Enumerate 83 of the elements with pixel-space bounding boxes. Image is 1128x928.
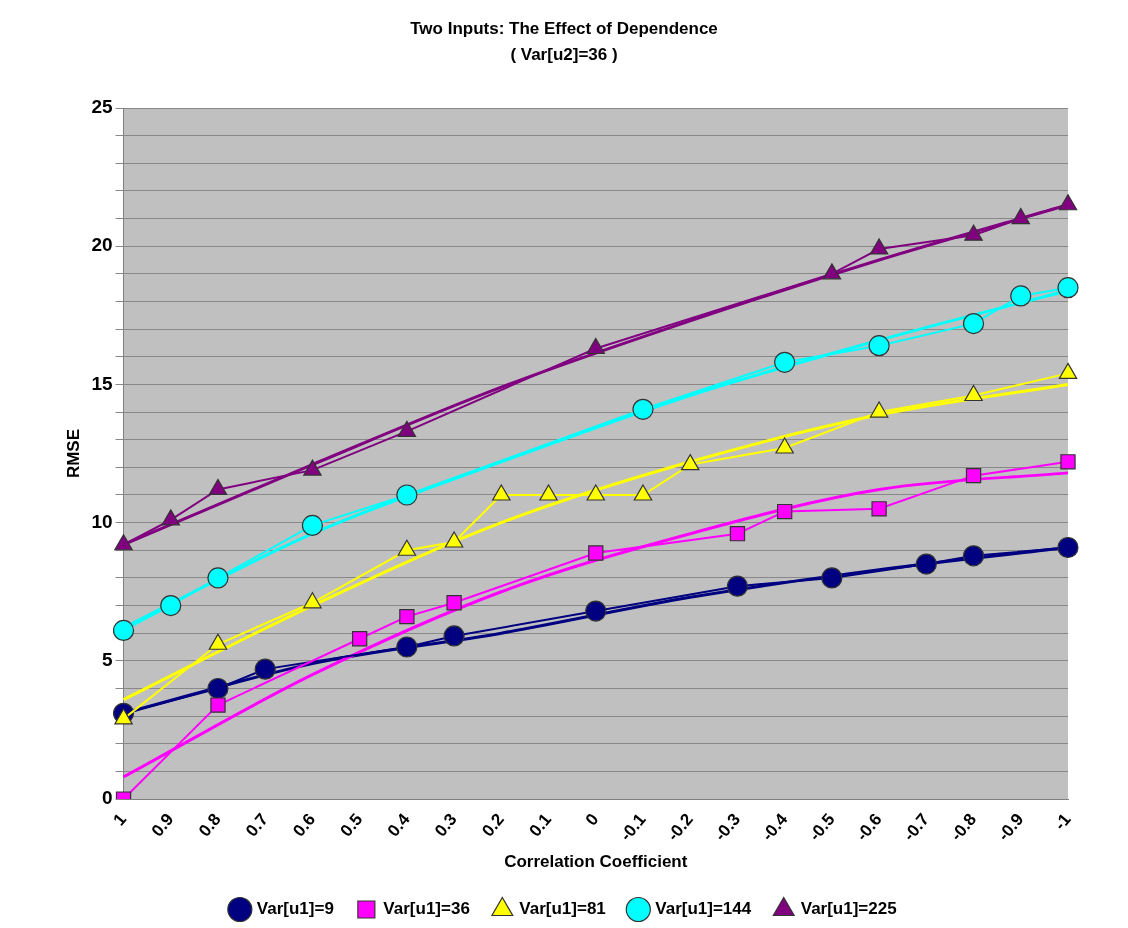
y-tick-label: 10	[91, 510, 113, 532]
x-tick-label: -0.3	[710, 809, 745, 845]
y-tick-label: 25	[91, 96, 113, 118]
x-tick-label: 0.4	[383, 809, 414, 841]
point	[964, 384, 983, 402]
point	[112, 619, 135, 642]
point	[399, 608, 415, 625]
point	[396, 636, 418, 658]
y-tick-label: 20	[91, 234, 113, 256]
point	[1058, 362, 1078, 379]
point	[726, 575, 749, 597]
chart-title: Two Inputs: The Effect of Dependence	[409, 18, 719, 40]
point	[962, 545, 985, 567]
point	[161, 509, 181, 526]
point	[160, 594, 182, 617]
point	[446, 595, 462, 611]
x-tick-label: -0.4	[757, 809, 792, 845]
point	[964, 224, 983, 241]
y-tick-label: 0	[101, 787, 113, 809]
x-tick-label: 0.3	[431, 809, 461, 841]
point	[444, 531, 464, 548]
point	[965, 467, 982, 484]
point	[1011, 207, 1031, 225]
point	[207, 567, 229, 589]
point	[869, 238, 889, 255]
point	[492, 484, 511, 501]
point	[397, 539, 417, 556]
point	[396, 484, 418, 506]
point	[822, 263, 842, 280]
point	[207, 677, 229, 700]
point	[776, 503, 793, 520]
point	[633, 484, 653, 501]
chart-subtitle: ( Var[u2]=36 )	[509, 44, 619, 66]
point	[915, 553, 937, 575]
x-tick-label: 1	[109, 809, 131, 830]
point	[869, 401, 889, 418]
point	[632, 398, 654, 420]
legend-label: Var[u1]=144	[655, 899, 752, 919]
point	[351, 631, 368, 647]
point	[586, 484, 606, 501]
legend-label: Var[u1]=36	[383, 899, 470, 919]
point	[397, 420, 417, 438]
x-tick-label: -1	[1050, 809, 1075, 834]
x-tick-label: 0.1	[525, 809, 556, 841]
x-tick-label: 0.5	[336, 809, 367, 841]
point	[443, 625, 465, 647]
y-axis-title: RMSE	[63, 428, 83, 479]
point	[775, 437, 794, 454]
point	[585, 600, 607, 622]
legend-label: Var[u1]=225	[800, 899, 897, 919]
x-tick-label: 0.6	[289, 809, 320, 841]
x-axis-title: Correlation Coefficient	[504, 852, 688, 872]
x-tick-label: 0.9	[147, 809, 178, 841]
point	[729, 526, 746, 542]
x-tick-label: -0.8	[946, 809, 981, 845]
x-tick-label: 0	[581, 809, 603, 830]
point	[821, 567, 843, 589]
point	[303, 592, 322, 609]
point	[1060, 454, 1076, 470]
y-tick-label: 5	[101, 649, 113, 671]
point	[303, 459, 322, 476]
legend-label: Var[u1]=9	[256, 899, 334, 919]
point	[208, 478, 228, 496]
x-tick-label: -0.6	[852, 809, 886, 845]
point	[871, 501, 887, 517]
x-tick-label: 0.2	[478, 809, 508, 841]
x-tick-label: -0.5	[805, 809, 839, 845]
point	[588, 545, 604, 561]
legend-label: Var[u1]=81	[519, 899, 606, 919]
x-tick-label: -0.2	[663, 809, 697, 845]
point	[539, 484, 558, 501]
y-tick-label: 15	[91, 372, 113, 394]
point	[254, 658, 276, 680]
x-tick-label: 0.7	[242, 809, 272, 841]
x-tick-label: -0.7	[899, 809, 933, 845]
x-tick-label: -0.1	[616, 809, 650, 845]
x-tick-label: -0.9	[994, 809, 1028, 845]
point	[586, 337, 606, 355]
point	[210, 697, 226, 713]
point	[1057, 536, 1079, 559]
x-tick-label: 0.8	[194, 809, 225, 841]
point	[301, 514, 324, 536]
point	[774, 351, 796, 373]
